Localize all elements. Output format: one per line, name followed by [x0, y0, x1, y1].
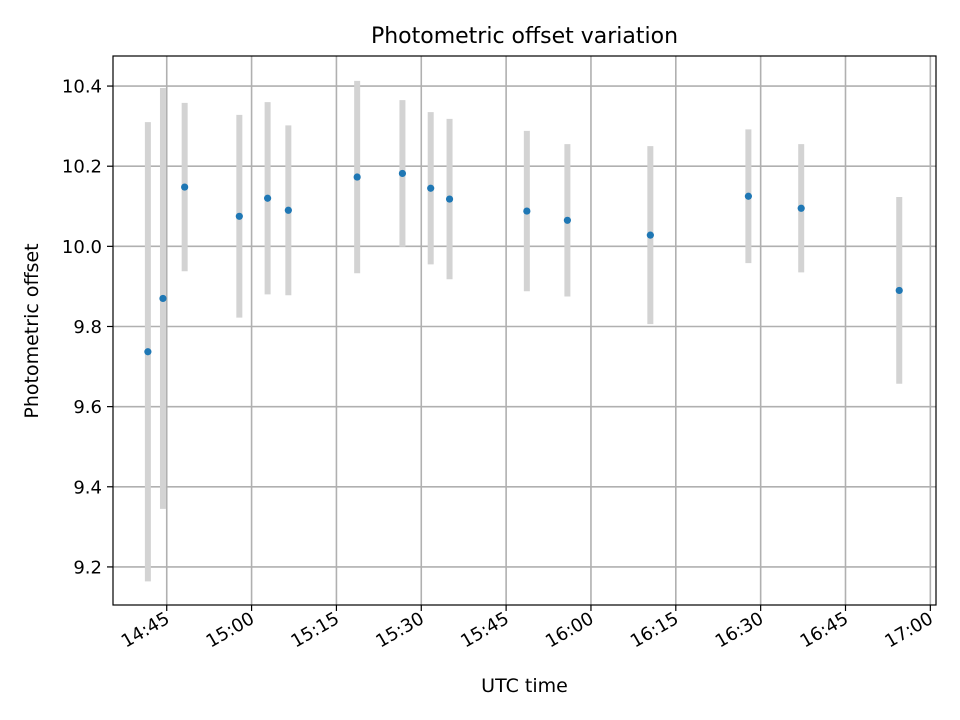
y-tick-label: 10.2: [62, 157, 102, 178]
data-point: [797, 204, 805, 212]
y-tick-label: 9.8: [73, 317, 102, 338]
y-tick-label: 10.0: [62, 237, 102, 258]
data-point: [563, 216, 571, 224]
data-point: [284, 206, 292, 214]
y-tick-label: 10.4: [62, 77, 102, 98]
data-point: [427, 184, 435, 192]
data-point: [353, 173, 361, 181]
data-point: [895, 286, 903, 295]
data-point: [264, 194, 272, 202]
x-axis-label: UTC time: [481, 675, 568, 697]
y-axis-label: Photometric offset: [21, 243, 43, 418]
y-tick-label: 9.2: [73, 557, 102, 578]
plot-frame: [112, 55, 937, 606]
chart-title: Photometric offset variation: [371, 24, 678, 49]
y-tick-label: 9.4: [73, 477, 102, 498]
data-point: [445, 195, 454, 203]
data-point: [744, 192, 752, 200]
data-point: [235, 212, 243, 220]
data-point: [646, 231, 654, 239]
data-point: [144, 348, 152, 356]
y-axis-ticks: 9.2 9.4 9.6 9.8 10.0 10.2 10.4: [62, 77, 113, 578]
data-point: [523, 207, 531, 215]
y-tick-label: 9.6: [73, 397, 102, 418]
data-points: [144, 169, 903, 356]
data-point: [159, 294, 167, 303]
data-point: [398, 169, 407, 178]
grid-lines: [113, 56, 936, 605]
data-point: [181, 183, 189, 191]
